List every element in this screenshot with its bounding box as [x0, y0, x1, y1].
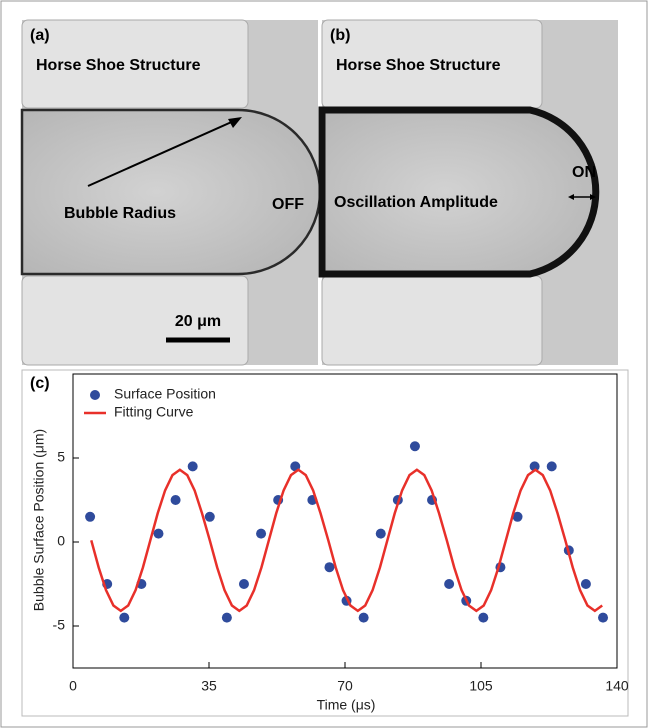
y-axis-label: Bubble Surface Position (μm): [31, 429, 47, 611]
data-point: [119, 612, 130, 623]
scale-label: 20 μm: [175, 313, 221, 330]
data-point: [512, 511, 523, 522]
panel-label: (a): [30, 27, 50, 44]
structure-label: Horse Shoe Structure: [336, 57, 501, 74]
x-axis-label: Time (μs): [317, 697, 376, 713]
x-tick-label: 70: [337, 678, 353, 694]
horse-shoe-bottom: [21, 275, 249, 366]
panel-label: (c): [30, 375, 50, 392]
legend-label: Surface Position: [114, 386, 216, 402]
data-point: [444, 579, 455, 589]
arrow-heads: [568, 194, 596, 200]
structure-label: Horse Shoe Structure: [36, 57, 201, 74]
data-point: [529, 461, 540, 472]
data-point: [358, 612, 369, 623]
data-point: [204, 511, 215, 522]
horse-shoe-bottom: [321, 275, 543, 366]
chart-panel: [21, 369, 629, 717]
legend-marker: [90, 390, 100, 400]
data-point: [85, 511, 96, 522]
data-point: [238, 579, 249, 589]
data-point: [221, 612, 232, 623]
data-point: [256, 528, 267, 539]
data-point: [153, 528, 164, 539]
legend-label: Fitting Curve: [114, 404, 194, 420]
data-point: [187, 461, 198, 472]
data-point: [580, 579, 591, 589]
x-tick-label: 35: [201, 678, 217, 694]
state-label: ON: [572, 164, 596, 181]
data-point: [478, 612, 489, 623]
data-point: [375, 528, 386, 539]
horse-shoe-top: [21, 19, 249, 109]
bubble: [318, 106, 600, 278]
x-tick-label: 140: [605, 678, 629, 694]
annotation: Oscillation Amplitude: [334, 194, 498, 211]
arrow-head: [228, 117, 242, 128]
state-label: OFF: [272, 196, 304, 213]
arrow: [87, 119, 237, 187]
fit-curve: [90, 468, 603, 613]
x-tick-label: 0: [69, 678, 77, 694]
data-point: [409, 441, 420, 452]
panel-label: (b): [330, 27, 350, 44]
data-point: [546, 461, 557, 472]
x-tick-label: 105: [469, 678, 493, 694]
data-point: [598, 612, 609, 623]
bubble: [20, 108, 322, 276]
annotation: Bubble Radius: [64, 205, 176, 222]
y-tick-label: 0: [57, 533, 65, 549]
y-tick-label: -5: [53, 617, 66, 633]
data-point: [324, 562, 335, 573]
data-point: [170, 495, 181, 505]
y-tick-label: 5: [57, 449, 65, 465]
panel-b: (b) Horse Shoe Structure Oscillation Amp…: [318, 19, 618, 366]
panel-a: (a) Horse Shoe Structure Bubble Radius O…: [20, 19, 322, 366]
